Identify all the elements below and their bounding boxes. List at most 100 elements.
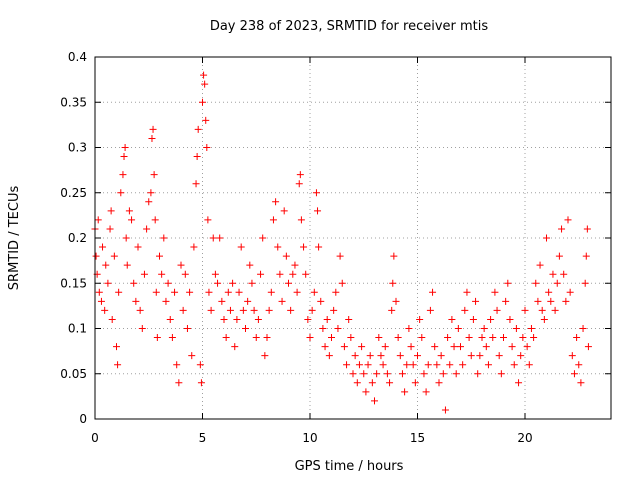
grid bbox=[95, 57, 611, 419]
data-point bbox=[519, 334, 526, 341]
data-point bbox=[358, 343, 365, 350]
y-tick-label: 0.15 bbox=[60, 276, 87, 290]
data-point bbox=[317, 298, 324, 305]
data-point bbox=[446, 361, 453, 368]
data-point bbox=[487, 316, 494, 323]
data-point bbox=[101, 307, 108, 314]
data-point bbox=[429, 289, 436, 296]
data-point bbox=[386, 379, 393, 386]
data-point bbox=[152, 216, 159, 223]
data-point bbox=[427, 307, 434, 314]
data-point bbox=[496, 352, 503, 359]
data-point bbox=[194, 153, 201, 160]
data-point bbox=[154, 334, 161, 341]
data-point bbox=[156, 253, 163, 260]
data-point bbox=[199, 99, 206, 106]
data-point bbox=[287, 307, 294, 314]
data-point bbox=[126, 207, 133, 214]
data-point bbox=[223, 334, 230, 341]
data-point bbox=[330, 307, 337, 314]
data-point bbox=[390, 253, 397, 260]
data-point bbox=[582, 280, 589, 287]
data-point bbox=[584, 225, 591, 232]
data-point bbox=[314, 207, 321, 214]
data-point bbox=[108, 207, 115, 214]
data-point bbox=[375, 334, 382, 341]
data-point bbox=[534, 298, 541, 305]
data-point bbox=[139, 325, 146, 332]
data-point bbox=[95, 216, 102, 223]
data-point bbox=[281, 207, 288, 214]
data-point bbox=[485, 361, 492, 368]
data-point bbox=[444, 334, 451, 341]
data-point bbox=[178, 262, 185, 269]
x-tick-label: 10 bbox=[302, 431, 317, 445]
data-point bbox=[479, 334, 486, 341]
data-point bbox=[153, 289, 160, 296]
data-point bbox=[193, 180, 200, 187]
data-point bbox=[130, 280, 137, 287]
axis-ticks: 0 0.05 0.1 0.15 0.2 0.25 0.3 0.35 0.4 0 5 10 15 20 bbox=[60, 50, 611, 445]
data-point bbox=[270, 216, 277, 223]
x-axis-label: GPS time / hours bbox=[295, 459, 404, 474]
data-point bbox=[104, 280, 111, 287]
data-point bbox=[148, 135, 155, 142]
data-point bbox=[539, 307, 546, 314]
data-point bbox=[573, 334, 580, 341]
data-point bbox=[423, 388, 430, 395]
data-point bbox=[541, 316, 548, 323]
data-point bbox=[253, 334, 260, 341]
data-point bbox=[453, 370, 460, 377]
data-point bbox=[297, 171, 304, 178]
data-point bbox=[440, 370, 447, 377]
data-point bbox=[264, 334, 271, 341]
data-point bbox=[500, 334, 507, 341]
data-point bbox=[580, 325, 587, 332]
data-point bbox=[569, 352, 576, 359]
data-point bbox=[585, 343, 592, 350]
y-tick-label: 0.3 bbox=[68, 141, 87, 155]
data-point bbox=[190, 244, 197, 251]
data-point bbox=[143, 225, 150, 232]
data-point bbox=[229, 280, 236, 287]
data-point bbox=[334, 325, 341, 332]
data-point bbox=[109, 316, 116, 323]
data-point bbox=[438, 352, 445, 359]
data-point bbox=[337, 253, 344, 260]
data-point bbox=[307, 334, 314, 341]
data-point bbox=[414, 352, 421, 359]
data-point bbox=[556, 253, 563, 260]
data-point bbox=[208, 307, 215, 314]
data-point bbox=[483, 343, 490, 350]
data-point bbox=[436, 379, 443, 386]
data-point bbox=[332, 289, 339, 296]
data-point bbox=[240, 307, 247, 314]
data-point bbox=[451, 343, 458, 350]
data-point bbox=[468, 352, 475, 359]
data-point bbox=[195, 126, 202, 133]
data-point bbox=[408, 343, 415, 350]
data-point bbox=[526, 361, 533, 368]
data-point bbox=[575, 361, 582, 368]
data-point bbox=[302, 271, 309, 278]
data-point bbox=[547, 298, 554, 305]
data-point bbox=[389, 280, 396, 287]
data-point bbox=[175, 379, 182, 386]
data-point bbox=[132, 298, 139, 305]
data-point bbox=[393, 298, 400, 305]
data-point bbox=[261, 352, 268, 359]
data-point bbox=[227, 307, 234, 314]
data-point bbox=[121, 153, 128, 160]
data-point bbox=[113, 343, 120, 350]
data-point bbox=[210, 235, 217, 242]
data-point bbox=[362, 388, 369, 395]
data-point bbox=[135, 244, 142, 251]
data-point bbox=[470, 316, 477, 323]
data-point bbox=[309, 307, 316, 314]
data-point bbox=[202, 117, 209, 124]
data-point bbox=[162, 298, 169, 305]
data-point bbox=[558, 225, 565, 232]
x-tick-label: 15 bbox=[410, 431, 425, 445]
data-point bbox=[384, 370, 391, 377]
data-point bbox=[515, 379, 522, 386]
